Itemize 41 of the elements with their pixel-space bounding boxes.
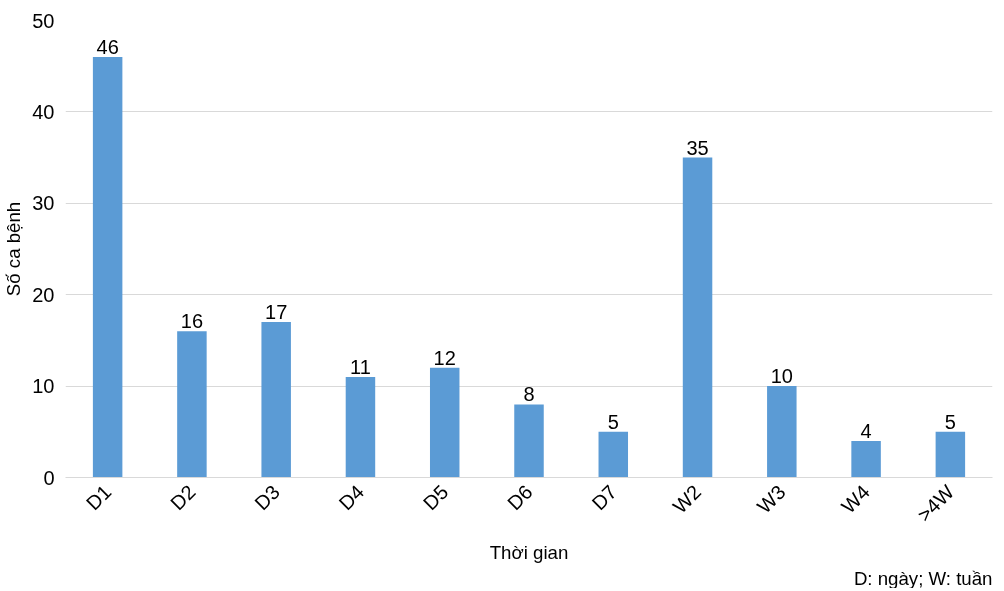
bar: [177, 331, 207, 478]
bar: [935, 431, 966, 478]
bar: [767, 386, 797, 478]
bar: [598, 431, 629, 478]
data-label: 4: [860, 419, 872, 442]
bar: [345, 376, 376, 478]
x-tick-label: D6: [503, 480, 537, 515]
data-label: 5: [944, 410, 956, 433]
data-label: 12: [433, 346, 456, 369]
bar: [514, 404, 544, 478]
y-tick-label: 30: [32, 192, 55, 215]
x-tick-label: W2: [668, 480, 706, 518]
bar: [92, 57, 123, 478]
data-label: 10: [770, 365, 793, 388]
data-label: 16: [180, 310, 204, 333]
x-axis-title: Thời gian: [489, 541, 569, 563]
data-label: 5: [607, 410, 619, 433]
bar: [261, 322, 291, 478]
x-tick-label: W3: [752, 480, 790, 518]
x-tick-label: D3: [250, 480, 284, 515]
bar: [429, 367, 460, 478]
text: D: ngày; W: tuần: [853, 567, 993, 589]
y-tick-label: 0: [43, 466, 55, 489]
data-label: 11: [350, 355, 371, 378]
data-label: 35: [686, 136, 709, 159]
y-tick-label: 10: [32, 375, 55, 398]
x-tick-label: W4: [837, 480, 874, 518]
y-axis-title: Số ca bệnh: [3, 201, 25, 297]
data-label: 46: [96, 36, 119, 59]
y-tick-label: 40: [32, 100, 55, 123]
y-tick-label: 50: [32, 9, 55, 32]
x-tick-label: D7: [587, 480, 622, 515]
data-label: 8: [523, 383, 535, 406]
bar: [851, 440, 881, 478]
y-tick-label: 20: [32, 283, 55, 306]
data-label: 17: [265, 301, 288, 324]
x-tick-label: D2: [166, 480, 200, 515]
bar: [682, 157, 713, 478]
x-tick-label: D5: [418, 480, 453, 515]
x-tick-label: D1: [81, 480, 116, 515]
x-tick-label: D4: [334, 480, 369, 515]
